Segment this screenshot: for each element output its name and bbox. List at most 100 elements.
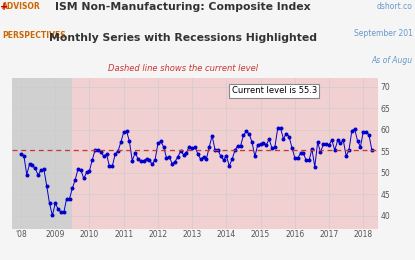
Point [55, 207, 61, 211]
Text: September 201: September 201 [354, 29, 413, 38]
Point [266, 137, 273, 141]
Point [69, 186, 76, 190]
Point [72, 178, 78, 182]
Point [78, 168, 84, 172]
Point [183, 151, 190, 155]
Point [163, 156, 170, 160]
Point [18, 152, 24, 156]
Point [297, 151, 304, 155]
Point [232, 148, 238, 152]
Point [257, 142, 264, 146]
Point [309, 147, 315, 151]
Text: ADVISOR: ADVISOR [2, 2, 41, 11]
Point [172, 159, 178, 164]
Point [58, 210, 64, 214]
Point [240, 133, 247, 137]
Point [311, 165, 318, 169]
Point [329, 138, 335, 142]
Point [237, 144, 244, 148]
Point [189, 146, 195, 150]
Text: Current level is 55.3: Current level is 55.3 [232, 86, 317, 95]
Point [41, 167, 47, 171]
Point [349, 128, 355, 133]
Point [129, 159, 136, 163]
Point [66, 197, 73, 201]
Point [169, 162, 176, 166]
Point [363, 130, 369, 134]
Point [271, 145, 278, 149]
Point [323, 142, 330, 146]
Point [226, 164, 232, 168]
Point [198, 157, 204, 161]
Point [283, 132, 290, 136]
Point [195, 152, 201, 156]
Point [38, 168, 44, 172]
Point [246, 132, 252, 136]
Point [280, 137, 287, 141]
Point [49, 213, 56, 218]
Point [63, 197, 70, 201]
Point [243, 129, 250, 133]
Point [43, 184, 50, 188]
Point [23, 172, 30, 177]
Point [326, 143, 332, 147]
Point [343, 154, 349, 158]
Point [20, 153, 27, 158]
Text: +: + [0, 2, 8, 12]
Point [366, 133, 372, 137]
Point [126, 139, 133, 144]
Point [143, 157, 150, 161]
Point [149, 162, 156, 166]
Point [215, 147, 221, 152]
Point [320, 142, 327, 146]
Point [52, 201, 59, 205]
Point [152, 158, 159, 162]
Point [314, 140, 321, 144]
Point [120, 130, 127, 134]
Point [337, 141, 344, 145]
Point [75, 167, 81, 171]
Point [357, 145, 364, 149]
Point [134, 157, 141, 161]
Point [254, 143, 261, 147]
Point [103, 152, 110, 156]
Point [192, 145, 198, 149]
Point [180, 153, 187, 157]
Point [340, 138, 347, 142]
Point [223, 153, 229, 158]
Point [212, 147, 218, 152]
Text: ISM Non-Manufacturing: Composite Index: ISM Non-Manufacturing: Composite Index [55, 2, 310, 12]
Point [354, 139, 361, 143]
Point [95, 147, 101, 152]
Point [300, 151, 307, 155]
Point [61, 210, 67, 214]
Point [263, 143, 270, 147]
Point [92, 147, 98, 152]
Point [32, 166, 39, 171]
Point [289, 146, 295, 150]
Point [132, 151, 139, 155]
Point [217, 154, 224, 158]
Point [203, 157, 210, 161]
Point [83, 170, 90, 174]
Point [369, 148, 375, 152]
Point [146, 158, 153, 162]
Point [46, 201, 53, 205]
Point [137, 159, 144, 163]
Text: PERSPECTIVES: PERSPECTIVES [2, 31, 66, 40]
Point [123, 129, 130, 133]
Text: dshort.co: dshort.co [377, 2, 413, 11]
Point [115, 149, 121, 153]
Bar [12, 78, 72, 229]
Point [166, 155, 173, 159]
Point [100, 154, 107, 159]
Point [140, 159, 147, 163]
Point [220, 158, 227, 162]
Point [109, 164, 116, 168]
Point [334, 138, 341, 142]
Point [303, 158, 310, 162]
Point [269, 146, 275, 150]
Point [157, 139, 164, 144]
Point [155, 141, 161, 146]
Point [86, 168, 93, 173]
